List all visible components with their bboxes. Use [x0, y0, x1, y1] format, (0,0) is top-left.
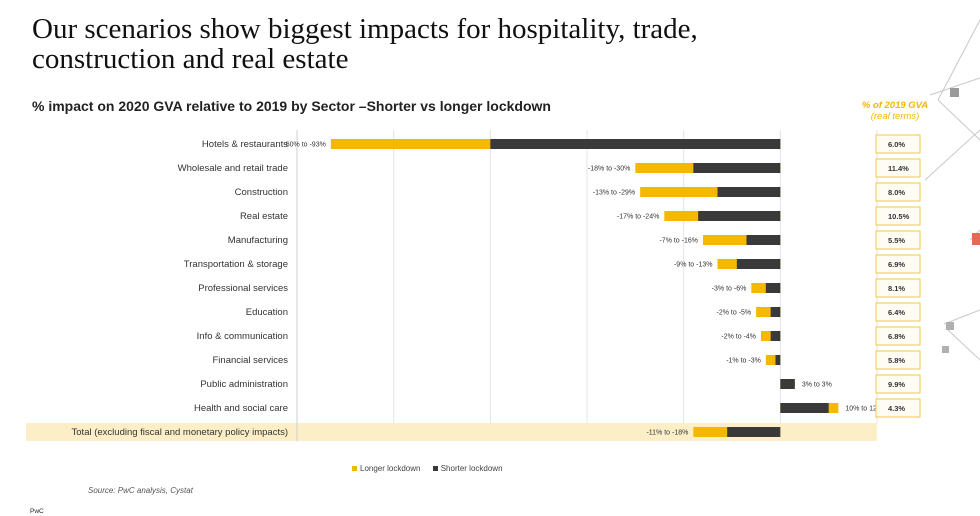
category-label: Wholesale and retail trade	[178, 163, 288, 174]
data-label: -1% to -3%	[726, 358, 761, 365]
bar-shorter-lockdown	[765, 283, 781, 293]
gva-share-box	[875, 350, 921, 370]
category-label: Education	[246, 307, 288, 318]
category-label: Manufacturing	[228, 235, 288, 246]
category-label: Hotels & restaurants	[202, 139, 288, 150]
gva-share-value: 10.5%	[888, 212, 910, 221]
brand-footer: PwC	[30, 508, 44, 515]
gva-share-value: 6.4%	[888, 308, 905, 317]
bar-longer-lockdown	[765, 355, 781, 365]
legend-swatch-longer	[352, 466, 357, 472]
category-label: Real estate	[240, 211, 288, 222]
data-label: -2% to -5%	[717, 310, 752, 317]
data-label: -60% to -93%	[283, 142, 325, 149]
category-label: Transportation & storage	[184, 259, 288, 270]
gva-share-value: 6.0%	[888, 140, 905, 149]
total-row-band	[26, 423, 877, 441]
page-title: Our scenarios show biggest impacts for h…	[32, 13, 698, 75]
chart-legend: Longer lockdown Shorter lockdown	[352, 464, 513, 473]
gva-share-value: 11.4%	[888, 164, 909, 173]
gva-share-box	[875, 254, 921, 274]
bar-longer-lockdown	[756, 307, 781, 317]
gva-column-header: % of 2019 GVA (real terms)	[852, 100, 938, 122]
category-label: Total (excluding fiscal and monetary pol…	[72, 427, 288, 438]
sector-impact-chart: Hotels & restaurants-60% to -93% 6.0% Whol…	[26, 130, 921, 441]
data-label: -11% to -18%	[646, 430, 688, 437]
gva-share-box	[875, 278, 921, 298]
gva-share-box	[875, 134, 921, 154]
gva-share-box	[875, 302, 921, 322]
decorative-network-graphic	[924, 19, 980, 361]
gva-share-box	[875, 230, 921, 250]
category-label: Construction	[235, 187, 288, 198]
bar-shorter-lockdown	[717, 187, 781, 197]
gva-header-line1: % of 2019 GVA	[861, 100, 929, 111]
category-label: Health and social care	[194, 403, 288, 414]
bar-shorter-lockdown	[727, 427, 781, 437]
data-label: -17% to -24%	[617, 214, 659, 221]
bar-longer-lockdown	[761, 331, 781, 341]
bar-shorter-lockdown	[698, 211, 781, 221]
gva-share-value: 5.8%	[888, 356, 905, 365]
gva-share-box	[875, 374, 921, 394]
legend-item-shorter: Shorter lockdown	[432, 464, 503, 473]
bar-shorter-lockdown	[770, 307, 781, 317]
gva-share-box	[875, 206, 921, 226]
data-label: -13% to -29%	[593, 190, 635, 197]
gva-share-box	[875, 182, 921, 202]
gva-share-value: 6.9%	[888, 260, 905, 269]
gva-share-box	[875, 158, 921, 178]
category-label: Professional services	[198, 283, 288, 294]
data-label: -2% to -4%	[721, 334, 756, 341]
bar-shorter-lockdown	[746, 235, 781, 245]
legend-label-longer: Longer lockdown	[360, 464, 421, 473]
data-label: -3% to -6%	[712, 286, 747, 293]
data-label: -9% to -13%	[674, 262, 713, 269]
bar-shorter-lockdown	[490, 139, 781, 149]
bar-shorter-lockdown	[775, 355, 781, 365]
data-label: -18% to -30%	[588, 166, 630, 173]
chart-subtitle: % impact on 2020 GVA relative to 2019 by…	[32, 98, 551, 114]
source-note: Source: PwC analysis, Cystat	[88, 486, 193, 495]
bar-shorter-lockdown	[693, 163, 781, 173]
category-label: Financial services	[213, 355, 289, 366]
gva-share-value: 6.8%	[888, 332, 905, 341]
bar-shorter-lockdown	[780, 379, 795, 389]
legend-label-shorter: Shorter lockdown	[440, 464, 503, 473]
gva-share-value: 8.0%	[888, 188, 905, 197]
gva-share-value: 5.5%	[888, 236, 905, 245]
bar-shorter-lockdown	[780, 403, 829, 413]
bar-longer-lockdown	[640, 187, 781, 197]
gva-share-value: 8.1%	[888, 284, 905, 293]
data-label: 3% to 3%	[802, 382, 832, 389]
gva-share-value: 9.9%	[888, 380, 905, 389]
gva-share-value: 4.3%	[888, 404, 905, 413]
gva-share-box	[875, 326, 921, 346]
data-label: 10% to 12%	[845, 406, 883, 413]
bar-shorter-lockdown	[770, 331, 781, 341]
category-label: Public administration	[200, 379, 288, 390]
legend-item-longer: Longer lockdown	[352, 464, 420, 473]
gva-header-line2: (real terms)	[870, 111, 920, 122]
category-label: Info & communication	[197, 331, 288, 342]
gva-share-box	[875, 398, 921, 418]
bar-shorter-lockdown	[736, 259, 781, 269]
bar-longer-lockdown	[703, 235, 781, 245]
legend-swatch-shorter	[432, 466, 438, 472]
data-label: -7% to -16%	[659, 238, 698, 245]
